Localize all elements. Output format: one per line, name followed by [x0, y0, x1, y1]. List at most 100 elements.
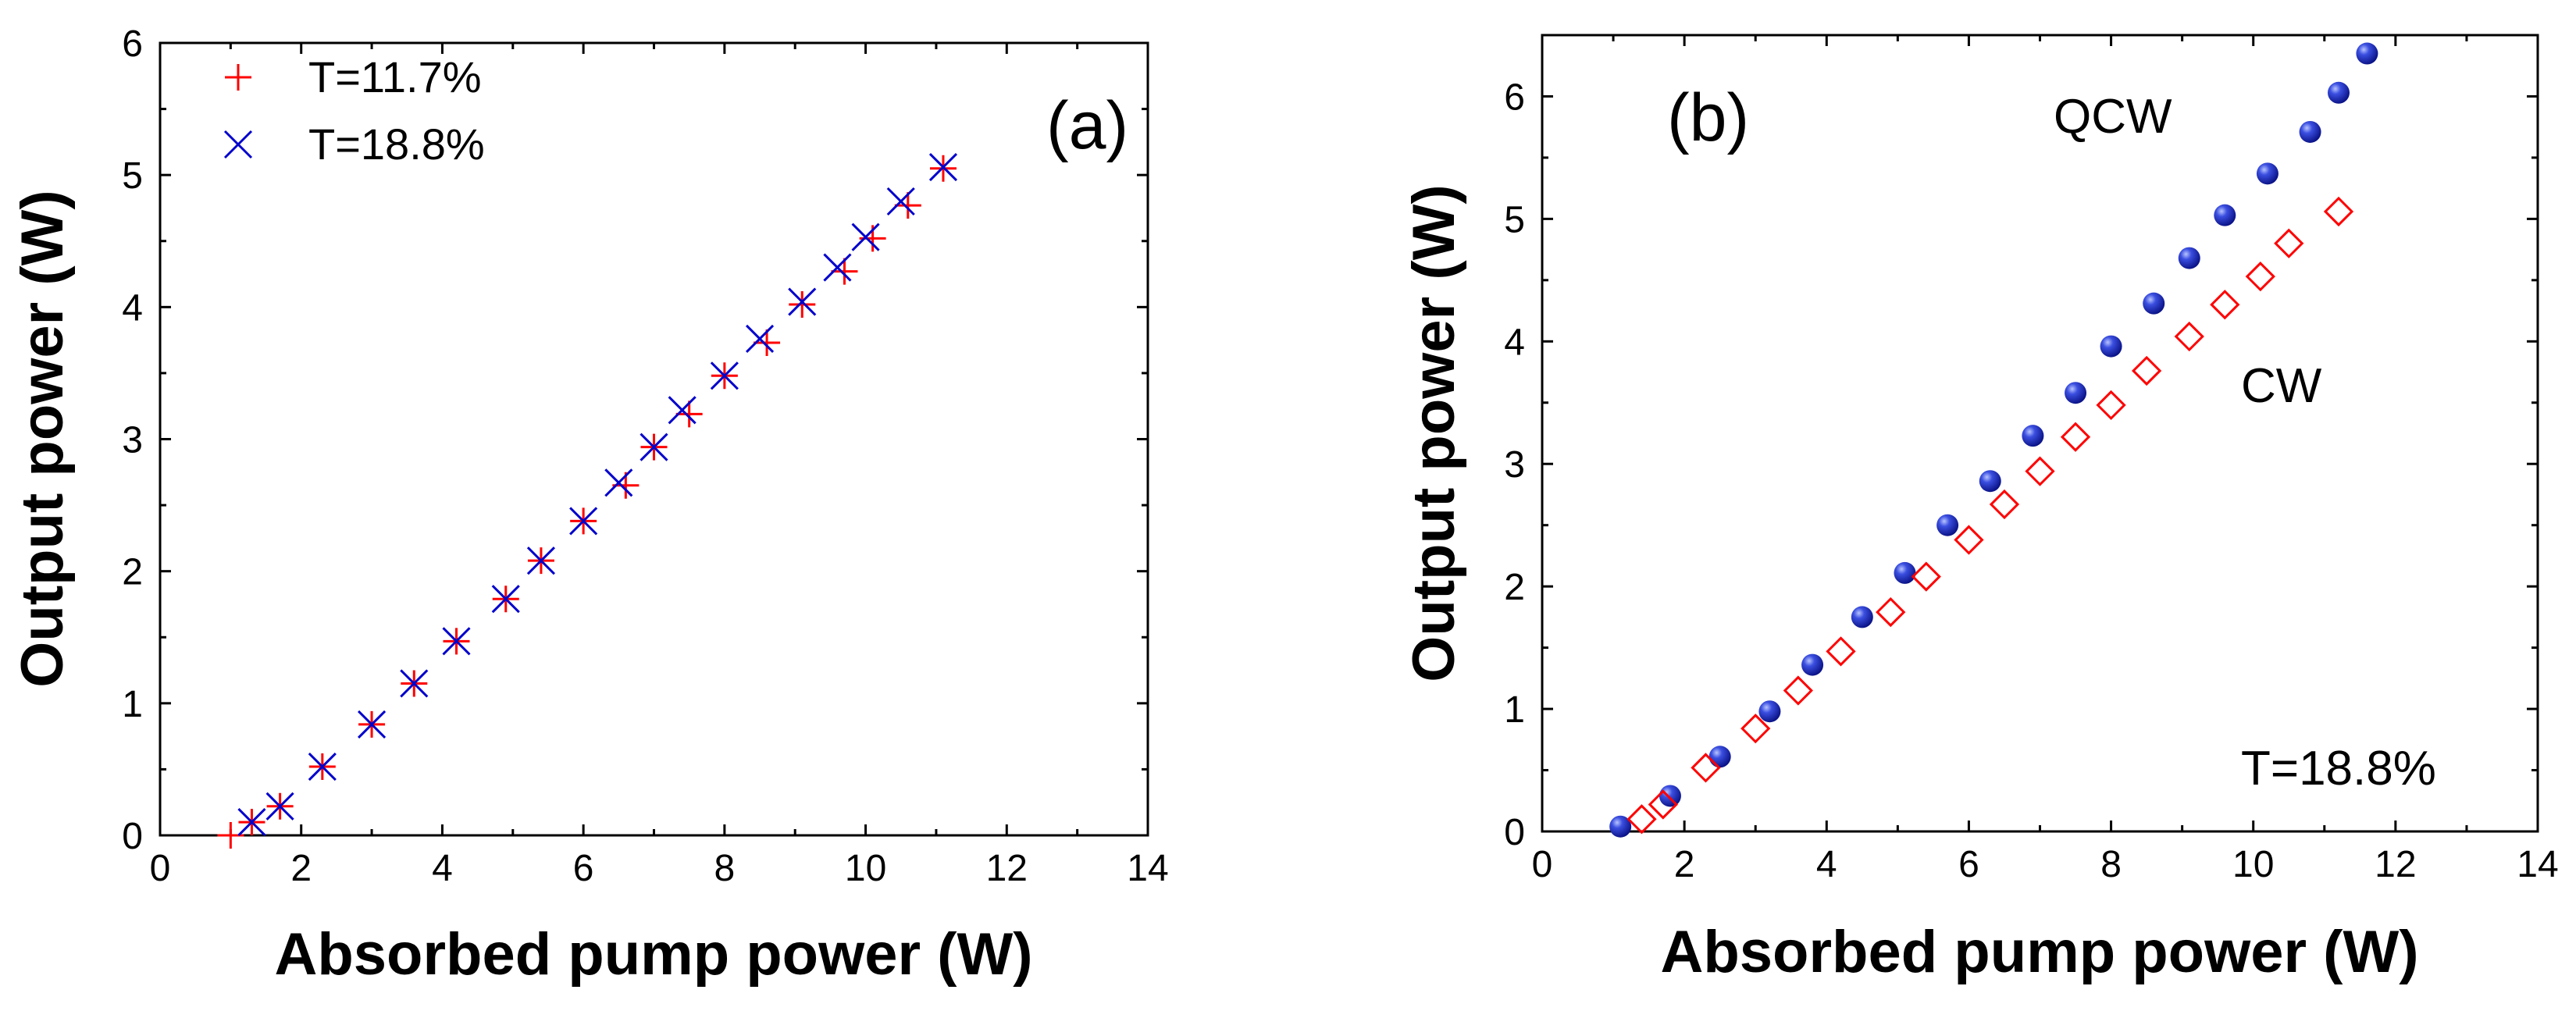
- x-axis-title-b: Absorbed pump power (W): [1660, 919, 2418, 985]
- x-tick-label: 2: [290, 848, 312, 889]
- data-point-cross: [928, 152, 958, 182]
- data-point-filled-circle: [2143, 292, 2165, 315]
- x-tick-label: 12: [986, 848, 1028, 889]
- x-tick-label: 12: [2375, 844, 2416, 885]
- data-point-cross: [237, 808, 266, 837]
- data-point-cross: [265, 792, 294, 821]
- data-point-filled-circle: [1851, 606, 1873, 628]
- data-point-cross: [823, 253, 852, 282]
- data-point-open-diamond: [2060, 422, 2091, 452]
- data-point-plus: [831, 258, 858, 285]
- legend-marker-plus-glyph: [225, 64, 251, 91]
- data-point-plus: [789, 290, 816, 318]
- data-point-open-diamond: [2025, 456, 2055, 486]
- data-point-cross: [526, 546, 555, 575]
- data-point-filled-circle: [1894, 561, 1916, 584]
- data-point-open-diamond: [2274, 228, 2304, 258]
- x-tick-label: 0: [150, 848, 171, 889]
- data-point-open-diamond: [1876, 596, 1906, 628]
- annotation-transmission: T=18.8%: [2241, 742, 2436, 796]
- tick-group-b: [1541, 34, 2539, 833]
- x-tick-label: 8: [2100, 844, 2122, 885]
- data-point-open-diamond: [1783, 675, 1813, 706]
- data-point-open-diamond: [2174, 321, 2204, 352]
- y-tick-label: 0: [122, 816, 143, 857]
- x-tick-label: 6: [1958, 844, 1979, 885]
- data-point-filled-circle: [2356, 42, 2378, 65]
- legend-marker-cross: [223, 130, 253, 159]
- data-point-open-diamond: [1954, 525, 1984, 555]
- legend-marker-cross-glyph: [223, 130, 253, 159]
- data-point-cross: [358, 710, 387, 739]
- data-point-plus: [754, 329, 781, 357]
- series-label-cw: CW: [2241, 359, 2322, 413]
- data-point-cross: [569, 507, 598, 536]
- x-axis-title-a: Absorbed pump power (W): [274, 921, 1032, 988]
- data-point-filled-circle: [2100, 335, 2122, 358]
- y-tick-label: 1: [1504, 689, 1525, 731]
- data-point-cross: [308, 752, 337, 781]
- data-point-cross: [604, 468, 633, 497]
- x-tick-label: 4: [1816, 844, 1837, 885]
- panel-label-b: (b): [1667, 80, 1749, 155]
- legend-marker-plus: [225, 64, 251, 91]
- y-tick-label: 4: [122, 287, 143, 329]
- y-tick-label: 3: [1504, 444, 1525, 486]
- data-point-filled-circle: [2214, 204, 2236, 226]
- data-point-filled-circle: [1801, 653, 1824, 676]
- y-tick-label: 6: [1504, 77, 1525, 118]
- data-point-open-diamond: [1691, 753, 1721, 783]
- data-point-open-diamond: [1989, 489, 2020, 520]
- data-point-cross: [491, 585, 520, 614]
- data-point-filled-circle: [2256, 162, 2278, 185]
- data-point-open-diamond: [1826, 636, 1856, 667]
- data-point-filled-circle: [1659, 785, 1681, 807]
- x-tick-label: 14: [1127, 848, 1168, 889]
- x-tick-label: 2: [1674, 844, 1695, 885]
- data-point-open-diamond: [1911, 561, 1941, 592]
- x-tick-label: 14: [2517, 844, 2558, 885]
- y-axis-title-a: Output power (W): [9, 190, 76, 687]
- data-point-plus: [894, 192, 921, 219]
- data-point-open-diamond: [2096, 390, 2126, 421]
- data-point-filled-circle: [2065, 382, 2087, 404]
- data-point-plus: [675, 400, 703, 428]
- tick-group-a: [159, 41, 1149, 837]
- data-point-cross: [788, 287, 817, 316]
- data-point-filled-circle: [1979, 470, 2001, 493]
- y-tick-label: 1: [122, 684, 143, 725]
- legend-label-t117: T=11.7%: [308, 52, 482, 101]
- y-tick-label: 3: [122, 420, 143, 461]
- data-point-cross: [851, 222, 880, 251]
- x-tick-label: 6: [573, 848, 594, 889]
- data-point-cross: [442, 627, 471, 656]
- data-point-cross: [745, 324, 775, 353]
- data-point-open-diamond: [2210, 290, 2240, 320]
- data-point-cross: [710, 361, 739, 390]
- data-point-filled-circle: [2328, 81, 2350, 104]
- y-tick-label: 4: [1504, 322, 1525, 363]
- panel-label-a: (a): [1046, 88, 1128, 163]
- y-tick-label: 0: [1504, 812, 1525, 853]
- data-point-filled-circle: [2178, 247, 2200, 269]
- y-tick-label: 2: [122, 552, 143, 593]
- data-point-open-diamond: [1626, 804, 1657, 835]
- data-point-cross: [640, 433, 668, 461]
- data-point-open-diamond: [1648, 789, 1678, 820]
- y-tick-label: 5: [1504, 199, 1525, 240]
- x-tick-label: 0: [1532, 844, 1553, 885]
- y-tick-label: 6: [122, 23, 143, 65]
- data-point-cross: [400, 669, 429, 698]
- series-label-qcw: QCW: [2054, 90, 2172, 144]
- x-tick-label: 10: [2232, 844, 2274, 885]
- data-marks-a: [217, 152, 958, 849]
- x-tick-label: 10: [845, 848, 886, 889]
- y-axis-title-b: Output power (W): [1401, 184, 1467, 682]
- data-point-open-diamond: [2245, 262, 2275, 292]
- data-point-cross: [668, 396, 697, 425]
